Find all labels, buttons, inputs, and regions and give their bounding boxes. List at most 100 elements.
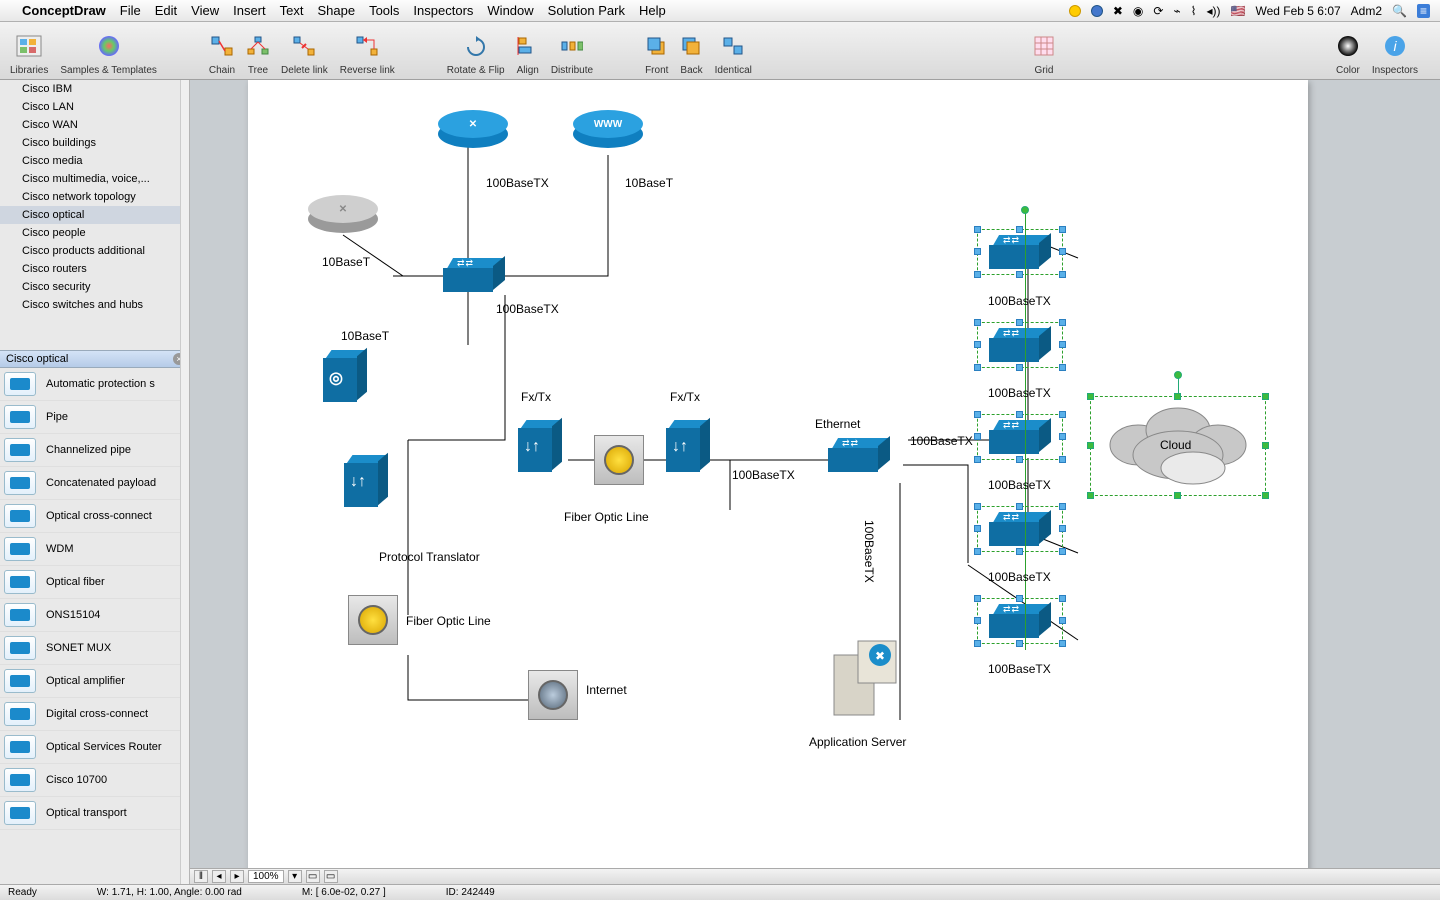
menu-solutionpark[interactable]: Solution Park [548,3,625,18]
diagram-label: 100BaseTX [910,434,973,448]
tray-icon[interactable] [1069,5,1081,17]
zoom-value[interactable]: 100% [248,870,284,883]
libtree-item[interactable]: Cisco IBM [0,80,189,98]
device-box[interactable]: ↓↑ [666,420,710,474]
stencil-item[interactable]: Optical cross-connect [0,500,189,533]
menu-tools[interactable]: Tools [369,3,399,18]
libtree-item-selected[interactable]: Cisco optical [0,206,189,224]
tool-inspectors[interactable]: iInspectors [1372,30,1418,76]
menu-text[interactable]: Text [280,3,304,18]
menu-shape[interactable]: Shape [317,3,355,18]
tool-align[interactable]: Align [517,30,539,76]
tool-libraries[interactable]: Libraries [10,30,48,76]
libtree-item[interactable]: Cisco security [0,278,189,296]
spotlight-icon[interactable]: 🔍 [1392,4,1407,18]
flag-icon[interactable]: 🇺🇸 [1231,4,1246,18]
stencil-label: Cisco 10700 [46,774,107,786]
scroll-btn[interactable]: ▸ [230,870,244,883]
volume-icon[interactable]: ◂)) [1207,4,1221,18]
libtree-item[interactable]: Cisco LAN [0,98,189,116]
page-tab[interactable]: ▭ [306,870,320,883]
stencil-item[interactable]: SONET MUX [0,632,189,665]
router-shape[interactable]: WWW [573,110,643,152]
stencil-item[interactable]: Channelized pipe [0,434,189,467]
tool-samples[interactable]: Samples & Templates [60,30,157,76]
tool-back[interactable]: Back [680,30,702,76]
tool-distribute[interactable]: Distribute [551,30,593,76]
menu-insert[interactable]: Insert [233,3,266,18]
menu-view[interactable]: View [191,3,219,18]
stencil-item[interactable]: Concatenated payload [0,467,189,500]
libtree-item[interactable]: Cisco buildings [0,134,189,152]
stencil-item[interactable]: Digital cross-connect [0,698,189,731]
tray-icon[interactable]: ◉ [1133,4,1143,18]
fiber-tile[interactable] [348,595,398,645]
menu-file[interactable]: File [120,3,141,18]
tool-color[interactable]: Color [1336,30,1360,76]
tool-identical[interactable]: Identical [715,30,752,76]
router-shape[interactable]: ✕ [438,110,508,152]
zoom-dropdown[interactable]: ▾ [288,870,302,883]
tray-icon[interactable]: ⟳ [1153,4,1163,18]
stencil-item[interactable]: WDM [0,533,189,566]
server-shape[interactable]: ✖ [828,635,900,721]
libtree-item[interactable]: Cisco media [0,152,189,170]
libtree-item[interactable]: Cisco routers [0,260,189,278]
app-name[interactable]: ConceptDraw [22,3,106,18]
fiber-tile[interactable] [594,435,644,485]
stencil-item[interactable]: Pipe [0,401,189,434]
tool-rotateflip[interactable]: Rotate & Flip [447,30,505,76]
stencil-list[interactable]: Automatic protection s Pipe Channelized … [0,368,189,884]
canvas-area[interactable]: ✕ WWW ✕ ⇄⇄ ⇄⇄ ◎ ↓↑ ↓↑ ↓↑ ✖ ⇄⇄ [190,80,1440,884]
switch-shape[interactable]: ⇄⇄ [828,438,890,476]
stencil-item[interactable]: Optical fiber [0,566,189,599]
tool-grid[interactable]: Grid [1034,30,1054,76]
tool-chain[interactable]: Chain [209,30,235,76]
menu-extra-icon[interactable]: ≡ [1417,4,1430,18]
device-box[interactable]: ↓↑ [518,420,562,474]
canvas-hscroll[interactable]: ‖ ◂ ▸ 100% ▾ ▭ ▭ [190,868,1440,884]
sidebar-scrollbar[interactable] [180,80,189,884]
stencil-section-header[interactable]: Cisco optical × [0,350,189,368]
stack-endpoint[interactable] [1021,206,1029,214]
router-shape-gray[interactable]: ✕ [308,195,378,237]
device-box[interactable]: ↓↑ [344,455,388,509]
stencil-item[interactable]: Optical Services Router [0,731,189,764]
user-name[interactable]: Adm2 [1351,4,1382,18]
stencil-item[interactable]: Optical amplifier [0,665,189,698]
bluetooth-icon[interactable]: ⌁ [1173,4,1180,18]
tray-icon[interactable] [1091,5,1103,17]
tool-deletelink[interactable]: Delete link [281,30,328,76]
menu-edit[interactable]: Edit [155,3,177,18]
libtree-item[interactable]: Cisco switches and hubs [0,296,189,314]
stencil-item[interactable]: ONS15104 [0,599,189,632]
menu-help[interactable]: Help [639,3,666,18]
menu-window[interactable]: Window [487,3,533,18]
library-tree[interactable]: Cisco IBM Cisco LAN Cisco WAN Cisco buil… [0,80,189,350]
device-box[interactable]: ◎ [323,350,367,404]
stencil-thumb [4,504,36,528]
cloud-shape[interactable]: Cloud [1098,400,1258,478]
page-tab[interactable]: ▭ [324,870,338,883]
stencil-item[interactable]: Optical transport [0,797,189,830]
scroll-btn[interactable]: ◂ [212,870,226,883]
tool-front[interactable]: Front [645,30,668,76]
clock[interactable]: Wed Feb 5 6:07 [1256,4,1341,18]
tool-tree[interactable]: Tree [247,30,269,76]
libtree-item[interactable]: Cisco network topology [0,188,189,206]
stencil-item[interactable]: Cisco 10700 [0,764,189,797]
globe-tile[interactable] [528,670,578,720]
libtree-item[interactable]: Cisco people [0,224,189,242]
libtree-item[interactable]: Cisco products additional [0,242,189,260]
switch-shape[interactable]: ⇄⇄ [443,258,505,296]
tool-reverselink[interactable]: Reverse link [340,30,395,76]
rotate-handle[interactable] [1174,371,1182,379]
stencil-item[interactable]: Automatic protection s [0,368,189,401]
scroll-btn[interactable]: ‖ [194,870,208,883]
drawing-page[interactable]: ✕ WWW ✕ ⇄⇄ ⇄⇄ ◎ ↓↑ ↓↑ ↓↑ ✖ ⇄⇄ [248,80,1308,884]
libtree-item[interactable]: Cisco WAN [0,116,189,134]
menu-inspectors[interactable]: Inspectors [413,3,473,18]
libtree-item[interactable]: Cisco multimedia, voice,... [0,170,189,188]
tray-icon[interactable]: ✖ [1113,4,1123,18]
wifi-icon[interactable]: ⌇ [1191,4,1197,18]
